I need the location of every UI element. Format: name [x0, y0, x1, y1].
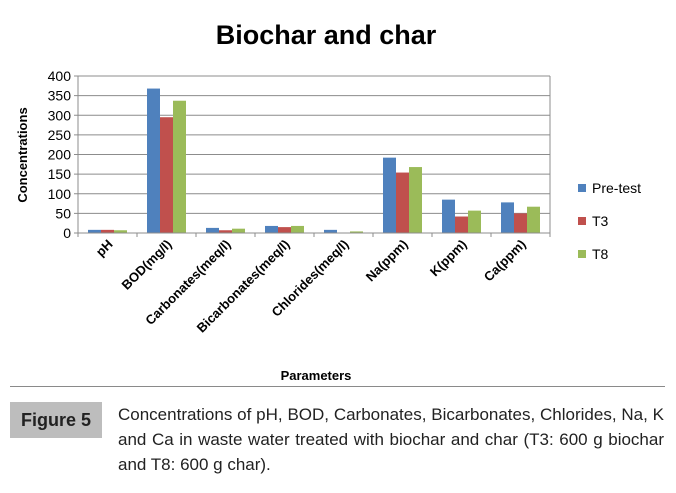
- x-tick-label: BOD(mg/l): [119, 237, 175, 293]
- bar: [232, 228, 245, 233]
- divider-line: [10, 386, 665, 387]
- bar: [455, 216, 468, 233]
- bar-chart: Biochar and char 0 50 100 150 200 250 300 350 40…: [15, 20, 641, 383]
- bar: [501, 202, 514, 233]
- bar: [160, 117, 173, 233]
- y-tick-label: 50: [55, 205, 71, 221]
- bars: [88, 88, 540, 233]
- y-tick-label: 400: [48, 68, 72, 84]
- x-tick-label: K(ppm): [427, 237, 470, 280]
- legend: Pre-test T3 T8: [578, 180, 641, 262]
- legend-label: T8: [592, 246, 609, 262]
- legend-swatch: [578, 184, 586, 192]
- bar: [206, 227, 219, 233]
- bar: [173, 100, 186, 233]
- bar: [324, 229, 337, 233]
- bar: [350, 231, 363, 233]
- y-tick-label: 150: [48, 166, 72, 182]
- y-tick-labels: 0 50 100 150 200 250 300 350 400: [48, 68, 72, 241]
- bar: [147, 88, 160, 233]
- y-tick-label: 200: [48, 147, 72, 163]
- bar: [291, 225, 304, 233]
- y-tick-label: 350: [48, 88, 72, 104]
- bar: [101, 229, 114, 233]
- y-tick-label: 100: [48, 186, 72, 202]
- bar: [265, 225, 278, 233]
- legend-swatch: [578, 217, 586, 225]
- x-tick-labels: pH BOD(mg/l)Carbonates(meq/l)Bicarbonates…: [93, 237, 529, 336]
- legend-label: Pre-test: [592, 180, 641, 196]
- chart-title: Biochar and char: [216, 20, 437, 50]
- y-tick-label: 250: [48, 127, 72, 143]
- legend-swatch: [578, 250, 586, 258]
- bar: [442, 199, 455, 233]
- bar: [514, 213, 527, 233]
- figure-label: Figure 5: [10, 402, 102, 438]
- bar: [219, 230, 232, 233]
- x-tick-label: Ca(ppm): [481, 237, 529, 285]
- axes: [74, 75, 551, 237]
- y-axis-label: Concentrations: [15, 107, 30, 202]
- y-tick-label: 0: [63, 225, 71, 241]
- x-axis-label: Parameters: [281, 368, 352, 383]
- bar: [278, 227, 291, 233]
- bar: [527, 206, 540, 233]
- bar: [468, 210, 481, 233]
- legend-label: T3: [592, 213, 609, 229]
- bar: [88, 229, 101, 233]
- figure-caption: Concentrations of pH, BOD, Carbonates, B…: [118, 405, 664, 474]
- bar: [114, 230, 127, 233]
- x-tick-label: Na(ppm): [363, 237, 411, 285]
- y-tick-label: 300: [48, 107, 72, 123]
- bar: [396, 172, 409, 233]
- bar: [383, 157, 396, 233]
- x-tick-label: pH: [93, 237, 116, 260]
- bar: [409, 167, 422, 233]
